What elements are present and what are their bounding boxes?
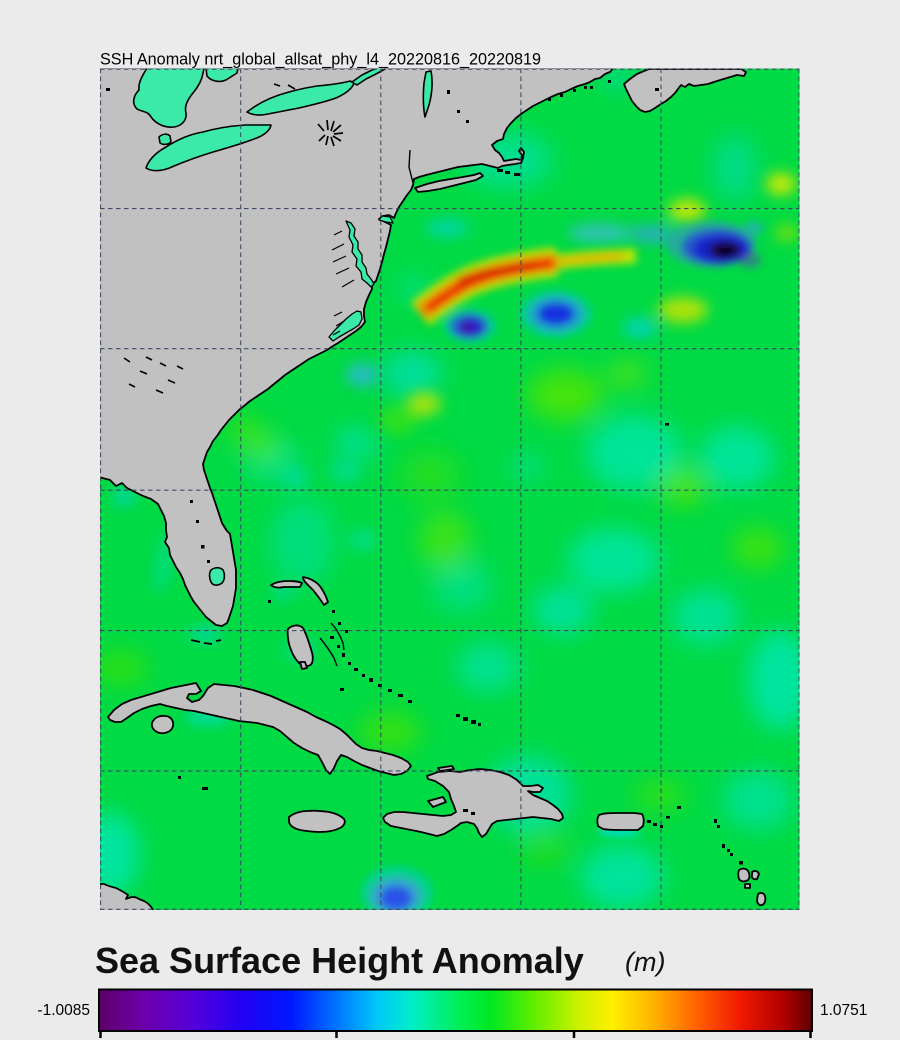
- svg-text:Sea Surface Height Anomaly: Sea Surface Height Anomaly: [95, 940, 584, 981]
- svg-text:1.0751: 1.0751: [820, 1002, 867, 1019]
- svg-text:(m): (m): [625, 947, 665, 977]
- svg-text:SSH Anomaly nrt_global_allsat_: SSH Anomaly nrt_global_allsat_phy_l4_202…: [100, 51, 541, 69]
- svg-text:-1.0085: -1.0085: [37, 1002, 90, 1019]
